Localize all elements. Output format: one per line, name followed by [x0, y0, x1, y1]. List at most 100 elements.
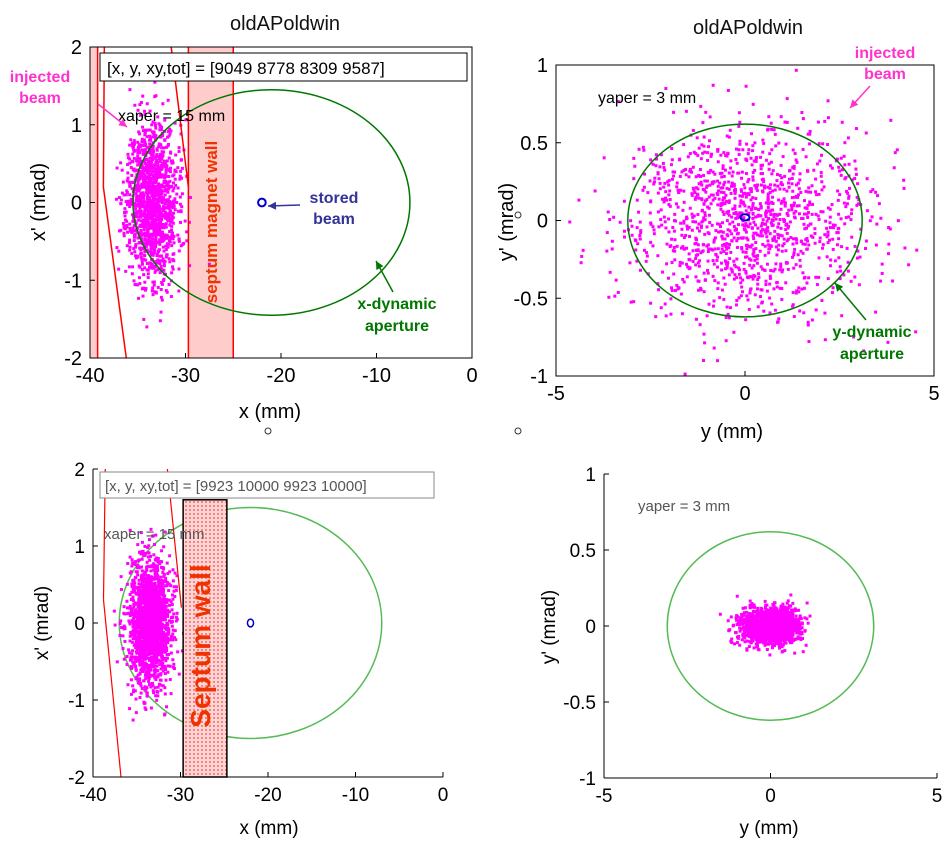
injected-beam-point — [156, 642, 160, 646]
injected-beam-point — [146, 241, 150, 245]
injected-beam-point — [150, 189, 154, 193]
injected-beam-point — [684, 167, 688, 171]
injected-beam-point — [172, 241, 176, 245]
injected-beam-point — [119, 161, 123, 165]
arrowhead — [268, 201, 277, 210]
injected-beam-point — [168, 200, 172, 204]
injected-beam-point — [160, 254, 164, 258]
injected-beam-point — [722, 276, 726, 280]
injected-beam-point — [161, 214, 165, 218]
injected-beam-point — [120, 626, 124, 630]
injected-beam-point — [793, 195, 797, 199]
injected-beam-point — [643, 172, 647, 176]
injected-beam-point — [703, 179, 707, 183]
injected-beam-point — [161, 201, 165, 205]
injected-beam-point — [795, 160, 799, 164]
injected-beam-point — [804, 189, 808, 193]
injected-beam-point — [153, 613, 157, 617]
injected-beam-point — [130, 652, 134, 656]
injected-beam-point — [705, 198, 709, 202]
injected-beam-point — [736, 231, 740, 235]
injected-beam-point — [158, 662, 162, 666]
injected-beam-point — [845, 189, 849, 193]
injected-beam-point — [136, 573, 140, 577]
injected-beam-point — [132, 139, 136, 143]
injected-beam-point — [808, 200, 812, 204]
injected-beam-point — [154, 193, 158, 197]
injected-beam-point — [140, 164, 144, 168]
injected-beam-point — [144, 225, 148, 229]
injected-beam-point — [143, 224, 147, 228]
injected-beam-point — [763, 230, 767, 234]
count-box — [99, 52, 468, 82]
injected-beam-point — [783, 174, 787, 178]
injected-beam-point — [149, 610, 153, 614]
injected-beam-point — [133, 235, 137, 239]
injected-beam-point — [639, 229, 643, 233]
injected-beam-point — [773, 183, 777, 187]
injected-beam-point — [688, 266, 692, 270]
injected-beam-point — [169, 692, 173, 696]
injected-beam-point — [826, 206, 830, 210]
injected-beam-point — [136, 680, 140, 684]
injected-beam-point — [750, 266, 754, 270]
injected-beam-point — [835, 270, 839, 274]
injected-beam-point — [124, 269, 128, 273]
injected-beam-point — [164, 648, 168, 652]
injected-beam-point — [138, 103, 142, 107]
septum-wall-box — [182, 499, 228, 778]
injected-beam-point — [754, 247, 758, 251]
injected-beam-point — [785, 97, 789, 101]
injected-beam-point — [794, 291, 798, 295]
injected-beam-point — [128, 245, 132, 249]
injected-beam-point — [769, 213, 773, 217]
injected-beam-point — [160, 183, 164, 187]
injected-beam-point — [744, 318, 748, 322]
injected-beam-point — [716, 203, 720, 207]
injected-beam-point — [694, 263, 698, 267]
injected-beam-point — [720, 247, 724, 251]
injected-beam-point — [171, 632, 175, 636]
injected-beam-point — [753, 258, 757, 262]
injected-beam-point — [711, 83, 715, 87]
injected-beam-point — [133, 562, 137, 566]
injected-beam-point — [188, 196, 192, 200]
y-tick-label: 1 — [71, 115, 82, 137]
injected-beam-point — [129, 611, 133, 615]
injected-beam-point — [158, 233, 162, 237]
injected-beam-point — [800, 110, 804, 114]
injected-beam-point — [649, 158, 653, 162]
injected-beam-point — [143, 177, 147, 181]
y-tick-label: -2 — [68, 768, 85, 789]
injected-beam-point — [164, 659, 168, 663]
injected-beam-point — [122, 657, 126, 661]
injected-beam-point — [165, 656, 169, 660]
injected-beam-point — [175, 617, 179, 621]
injected-beam-point — [670, 237, 674, 241]
injected-beam-point — [719, 190, 723, 194]
injected-beam-point — [840, 168, 844, 172]
injected-beam-point — [150, 585, 154, 589]
injected-beam-point — [169, 635, 173, 639]
injected-beam-point — [709, 193, 713, 197]
injected-beam-point — [128, 161, 132, 165]
injected-beam-point — [168, 677, 172, 681]
injected-beam-point — [749, 258, 753, 262]
injected-beam-point — [125, 191, 129, 195]
injected-beam-point — [798, 625, 802, 629]
injected-beam-point — [664, 314, 668, 318]
injected-beam-point — [171, 658, 175, 662]
injected-beam-point — [654, 315, 658, 319]
injected-beam-point — [137, 618, 141, 622]
injected-beam-point — [175, 192, 179, 196]
injected-beam-point — [154, 223, 158, 227]
injected-beam-point — [645, 254, 649, 258]
injected-beam-point — [794, 209, 798, 213]
injected-beam-point — [157, 248, 161, 252]
injected-beam-point — [159, 592, 163, 596]
injected-beam-point — [135, 565, 139, 569]
injected-beam-point — [158, 644, 162, 648]
injected-beam-point — [132, 643, 136, 647]
injected-beam-point — [135, 647, 139, 651]
